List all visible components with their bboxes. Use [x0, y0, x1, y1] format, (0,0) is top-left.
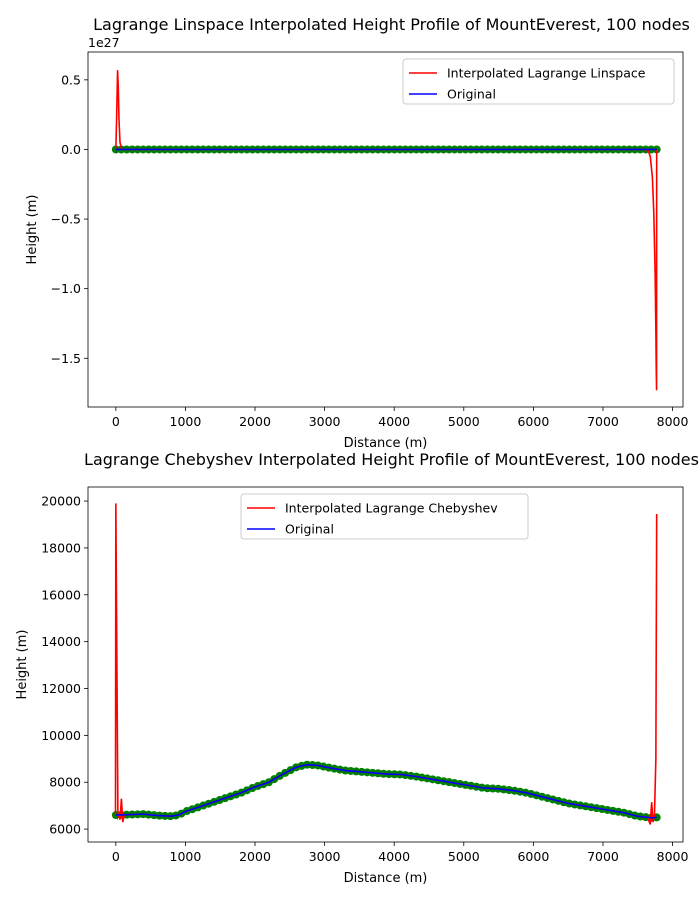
y-tick-label: 6000 — [49, 822, 81, 837]
y-axis-label: Height (m) — [15, 630, 30, 700]
y-tick-label: −1.0 — [51, 281, 81, 296]
y-tick-label: 12000 — [41, 681, 81, 696]
x-tick-label: 3000 — [309, 849, 341, 864]
x-tick-label: 2000 — [239, 849, 271, 864]
x-tick-label: 8000 — [657, 849, 689, 864]
x-tick-label: 1000 — [170, 849, 202, 864]
legend-box — [240, 493, 529, 540]
y-tick-label: −1.5 — [51, 351, 81, 366]
y-tick-label: 20000 — [41, 494, 81, 509]
legend-entry: Original — [285, 522, 334, 537]
chart-title: Lagrange Chebyshev Interpolated Height P… — [84, 450, 699, 469]
chart-linspace: Lagrange Linspace Interpolated Height Pr… — [25, 15, 690, 451]
legend: Interpolated Lagrange Chebyshev Original — [240, 493, 529, 540]
x-tick-label: 0 — [112, 414, 120, 429]
y-tick-label: 0.0 — [61, 142, 81, 157]
y-tick-label: 0.5 — [61, 72, 81, 87]
series-original — [115, 763, 657, 819]
x-tick-label: 8000 — [657, 414, 689, 429]
series-interpolated-linspace — [115, 70, 658, 391]
x-tick-label: 6000 — [517, 414, 549, 429]
legend: Interpolated Lagrange Linspace Original — [402, 58, 675, 105]
x-tick-label: 3000 — [309, 414, 341, 429]
x-tick-label: 4000 — [378, 849, 410, 864]
y-tick-label: 8000 — [49, 775, 81, 790]
x-tick-label: 0 — [112, 849, 120, 864]
y-tick-label: 14000 — [41, 634, 81, 649]
x-tick-label: 1000 — [170, 414, 202, 429]
x-axis-label: Distance (m) — [344, 436, 428, 451]
x-tick-label: 6000 — [517, 849, 549, 864]
chart-title: Lagrange Linspace Interpolated Height Pr… — [93, 15, 690, 34]
plot-frame — [87, 51, 684, 408]
x-tick-label: 4000 — [378, 414, 410, 429]
y-tick-label: 18000 — [41, 540, 81, 555]
y-axis-label: Height (m) — [25, 195, 40, 265]
legend-box — [402, 58, 675, 105]
x-axis-label: Distance (m) — [344, 871, 428, 886]
y-tick-label: −0.5 — [51, 212, 81, 227]
node-markers — [111, 760, 661, 822]
x-tick-label: 7000 — [587, 849, 619, 864]
y-offset-label: 1e27 — [88, 35, 120, 50]
y-tick-label: 16000 — [41, 587, 81, 602]
x-tick-label: 5000 — [448, 414, 480, 429]
x-tick-label: 5000 — [448, 849, 480, 864]
legend-entry: Interpolated Lagrange Chebyshev — [285, 501, 498, 516]
legend-entry: Original — [447, 87, 496, 102]
legend-entry: Interpolated Lagrange Linspace — [447, 66, 646, 81]
x-tick-label: 2000 — [239, 414, 271, 429]
x-tick-label: 7000 — [587, 414, 619, 429]
chart-chebyshev: Lagrange Chebyshev Interpolated Height P… — [15, 450, 699, 886]
plot-frame — [87, 486, 684, 843]
y-tick-label: 10000 — [41, 728, 81, 743]
